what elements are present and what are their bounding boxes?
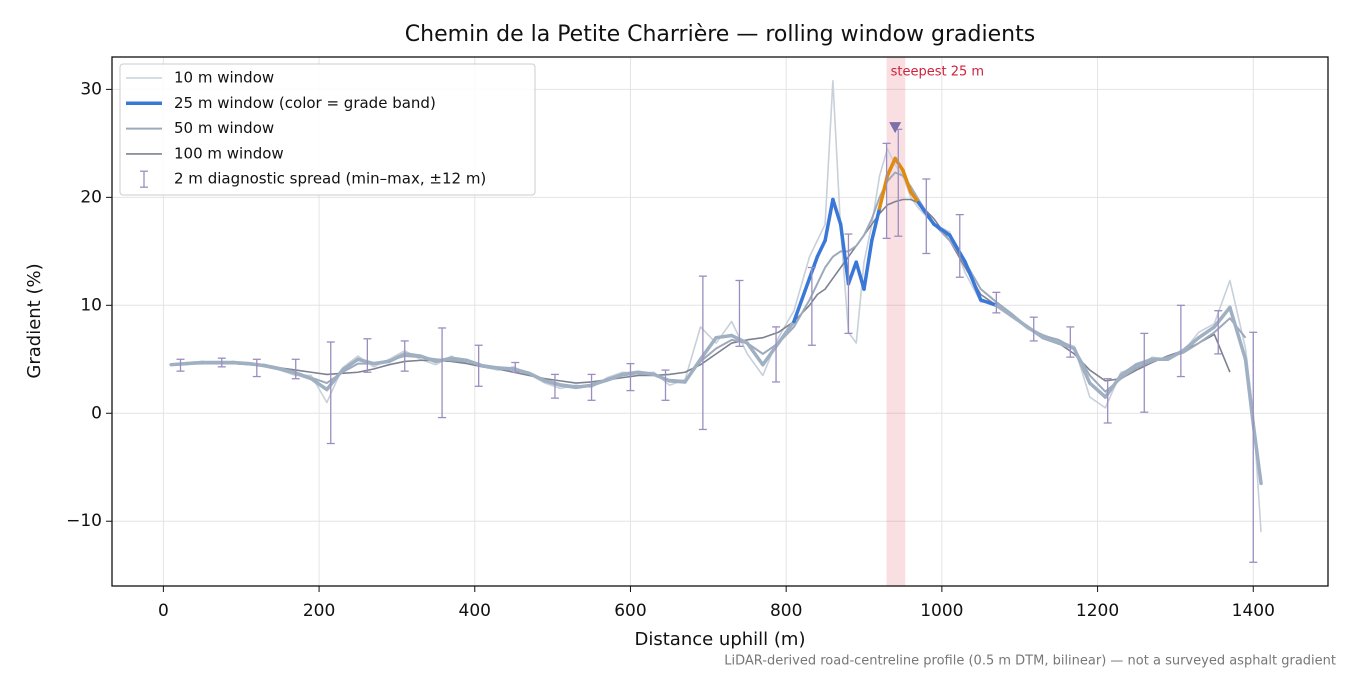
line-segment — [823, 197, 835, 243]
line-segment — [325, 368, 345, 392]
line-segment — [1025, 325, 1045, 340]
x-tick-label: 800 — [770, 601, 802, 621]
x-tick-label: 400 — [459, 601, 491, 621]
line-segment — [1243, 357, 1256, 426]
line-segment — [885, 156, 897, 178]
x-tick-label: 1200 — [1076, 601, 1119, 621]
highlight-span — [886, 57, 906, 586]
x-tick-label: 1000 — [920, 601, 963, 621]
line-segment — [815, 238, 827, 259]
line-segment — [1072, 346, 1092, 385]
line-segment — [1010, 314, 1030, 329]
line-segment — [932, 222, 952, 237]
line-segment — [1181, 335, 1201, 353]
line-segment — [908, 190, 921, 205]
x-tick-label: 0 — [158, 601, 169, 621]
line-segment — [714, 333, 734, 340]
line-segment — [893, 156, 905, 173]
line-segment — [963, 260, 983, 302]
line-segment — [1197, 325, 1217, 340]
line-segment — [947, 233, 967, 264]
line-segment — [511, 367, 532, 376]
line-segment — [652, 372, 672, 383]
line-segment — [169, 361, 189, 367]
line-segment — [496, 366, 516, 371]
line-segment — [862, 238, 874, 291]
highlight-label: steepest 25 m — [891, 65, 984, 80]
plot-frame — [111, 56, 1329, 587]
line-segment — [527, 371, 547, 383]
line-segment — [1212, 305, 1232, 329]
line-segment — [418, 354, 438, 364]
line-segment — [262, 364, 282, 371]
y-tick-label: 30 — [80, 79, 102, 99]
y-axis-label: Gradient (%) — [24, 263, 45, 378]
line-segment — [449, 356, 469, 363]
line-segment — [846, 260, 858, 286]
legend-label: 100 m window — [174, 144, 284, 162]
line-segment — [792, 276, 812, 324]
x-tick-label: 600 — [614, 601, 646, 621]
line-segment — [589, 378, 609, 387]
line-segment — [1041, 335, 1061, 345]
line-segment — [184, 360, 205, 366]
legend-box — [119, 63, 536, 196]
plot-area: steepest 25 m — [169, 57, 1263, 586]
line-segment — [683, 357, 703, 384]
line-segment — [854, 260, 866, 291]
chart-title: Chemin de la Petite Charrière — rolling … — [405, 22, 1035, 47]
line-segment — [1228, 305, 1248, 362]
line-segment — [776, 319, 796, 345]
line-segment — [901, 168, 913, 194]
line-segment — [543, 379, 563, 387]
line-segment — [574, 383, 594, 390]
y-tick-label: 0 — [91, 403, 102, 423]
line-segment — [1119, 362, 1139, 378]
line-segment — [309, 376, 329, 392]
line-segment — [1056, 341, 1076, 351]
line-segment — [831, 197, 843, 227]
line-segment — [402, 352, 423, 358]
line-segment — [667, 379, 687, 384]
line-segment — [231, 360, 251, 366]
y-tick-label: −10 — [66, 511, 102, 531]
x-tick-label: 1400 — [1232, 601, 1275, 621]
line-segment — [1088, 381, 1108, 399]
line-segment — [558, 383, 578, 390]
line-segment — [356, 357, 376, 366]
line-segment — [387, 352, 407, 364]
y-tick-label: 10 — [80, 295, 102, 315]
line-segment — [870, 206, 882, 243]
y-tick-label: 20 — [80, 187, 102, 207]
line-segment — [434, 356, 454, 364]
line-segment — [838, 222, 851, 286]
footnote: LiDAR-derived road-centreline profile (0… — [724, 654, 1336, 669]
line-segment — [605, 372, 625, 382]
line-segment — [371, 359, 391, 366]
line-segment — [480, 364, 500, 370]
legend-label: 50 m window — [174, 119, 274, 137]
line-segment — [994, 303, 1014, 318]
line-segment — [340, 357, 360, 372]
line-segment — [293, 371, 314, 381]
line-segment — [465, 358, 485, 368]
series-line — [171, 79, 1262, 533]
line-segment — [278, 367, 298, 376]
x-axis-label: Distance uphill (m) — [635, 629, 806, 650]
legend-label: 10 m window — [174, 69, 274, 87]
line-segment — [636, 370, 656, 377]
line-segment — [979, 298, 999, 308]
x-tick-label: 200 — [303, 601, 335, 621]
grid: 0 200 400 600 800 1000 1200 1400 −10 0 10 20 30 — [66, 57, 1328, 621]
legend-label: 25 m window (color = grade band) — [174, 94, 436, 112]
legend-label: 2 m diagnostic spread (min–max, ±12 m) — [174, 170, 486, 188]
legend: 10 m window 25 m window (color = grade ba… — [119, 63, 536, 196]
line-segment — [1251, 422, 1263, 486]
line-segment — [745, 341, 765, 367]
steepest-marker — [889, 122, 902, 134]
